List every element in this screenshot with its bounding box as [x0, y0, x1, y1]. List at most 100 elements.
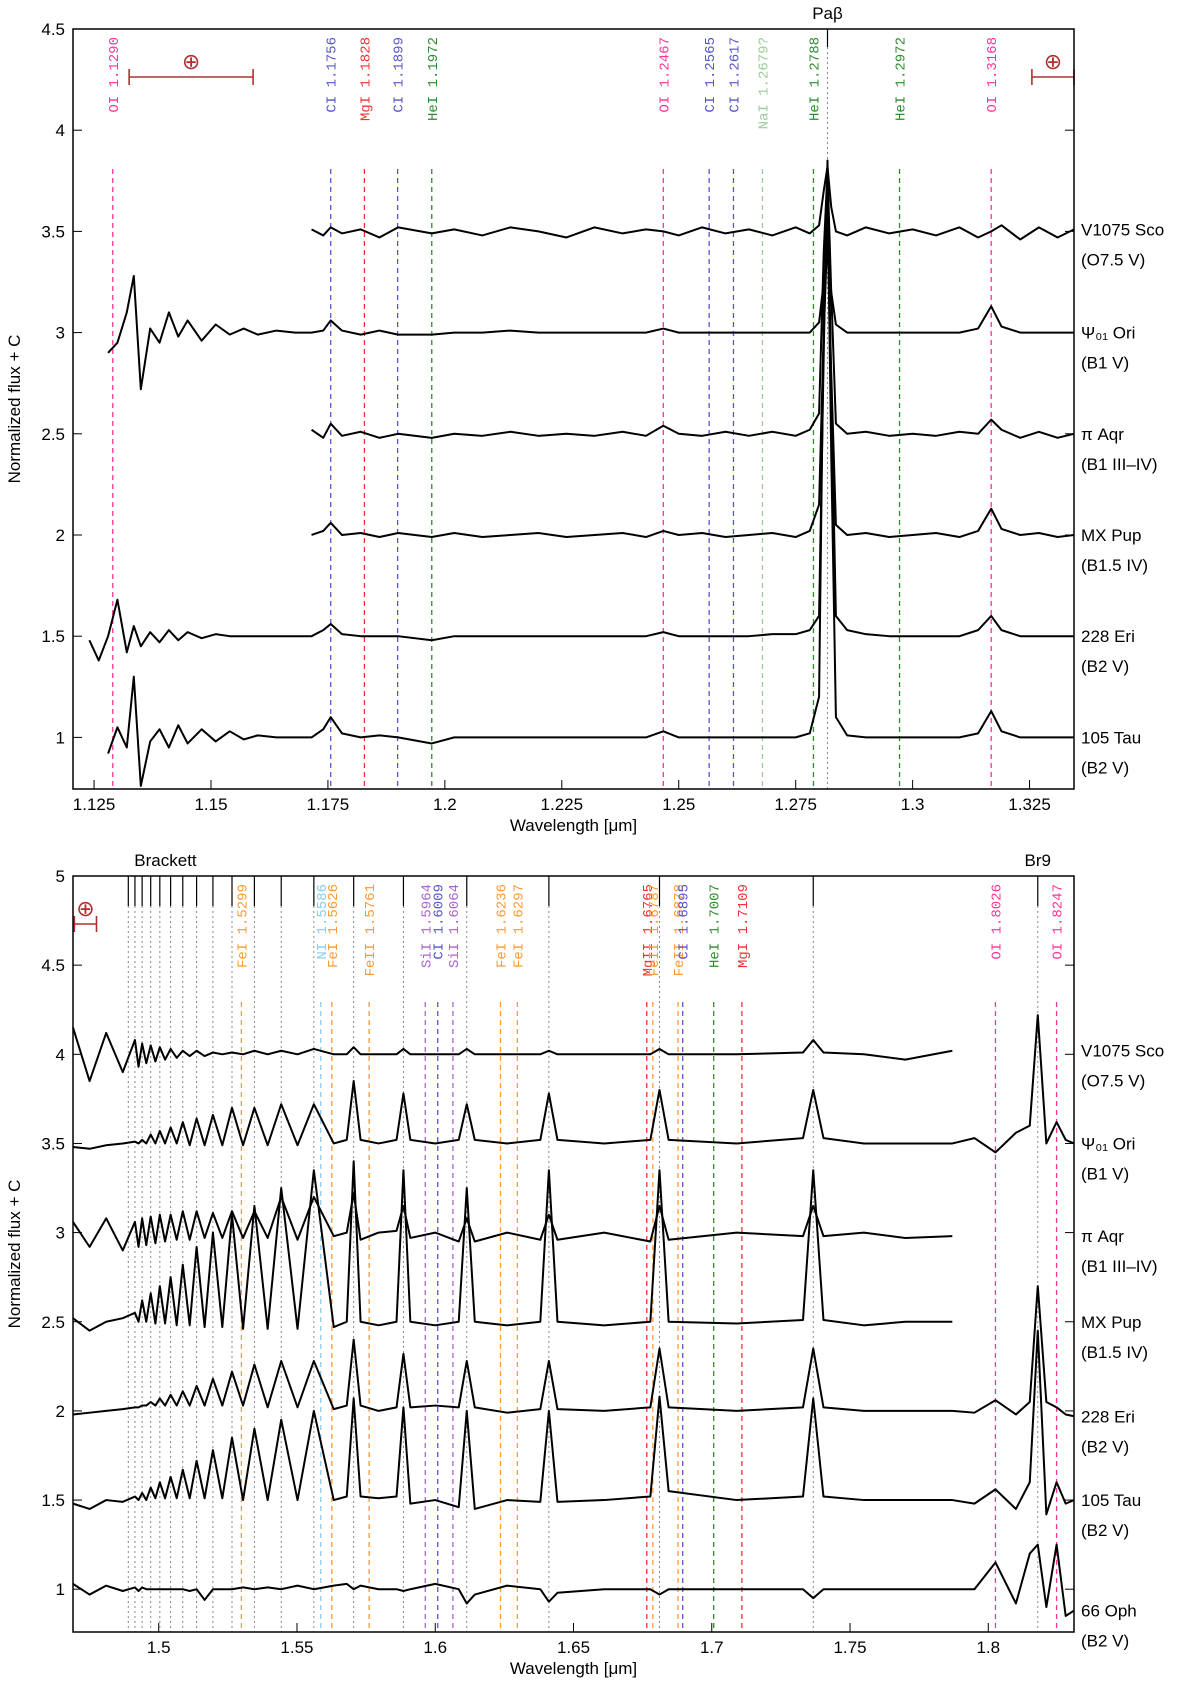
line-id-label: CI 1.2565 [703, 37, 719, 113]
y-tick-label: 5 [56, 867, 65, 886]
x-tick-label: 1.15 [194, 795, 227, 814]
telluric-symbol: ⊕ [1044, 49, 1062, 74]
series-name: Ψ₀₁ Ori [1081, 324, 1135, 343]
x-tick-label: 1.3 [901, 795, 925, 814]
line-id-label: CI 1.6009 [432, 884, 448, 960]
series-name: MX Pup [1081, 1313, 1141, 1332]
y-axis-label: Normalized flux + C [5, 335, 24, 484]
spectrum [72, 1160, 953, 1332]
series-sptype: (B1 V) [1081, 354, 1129, 373]
spectrum [72, 1027, 953, 1083]
plot-frame [72, 875, 1075, 1633]
spectrum [72, 1285, 1075, 1418]
y-axis-label: Normalized flux + C [5, 1180, 24, 1329]
x-tick-label: 1.225 [541, 795, 584, 814]
series-name: 228 Eri [1081, 1407, 1135, 1426]
line-id-label: NaI 1.2679? [756, 37, 772, 129]
y-tick-label: 3 [56, 324, 65, 343]
line-id-label: CI 1.1899 [392, 37, 408, 113]
y-tick-label: 1.5 [41, 627, 65, 646]
y-tick-label: 3.5 [41, 1134, 65, 1153]
telluric-symbol: ⊕ [76, 896, 94, 921]
x-tick-label: 1.325 [1008, 795, 1051, 814]
series-sptype: (B1 V) [1081, 1164, 1129, 1183]
x-tick-label: 1.65 [557, 1638, 590, 1657]
x-tick-label: 1.25 [662, 795, 695, 814]
line-id-label: HeI 1.2788 [807, 37, 823, 121]
x-tick-label: 1.275 [774, 795, 817, 814]
spectrum [107, 254, 1074, 391]
line-id-label: OI 1.1290 [107, 37, 123, 113]
line-id-label: NI 1.5586 [315, 884, 331, 960]
spectrum [72, 1543, 1075, 1617]
spectrum [311, 230, 1075, 539]
y-tick-label: 3 [56, 1224, 65, 1243]
x-tick-label: 1.7 [700, 1638, 724, 1657]
hydrogen-label: Brackett [134, 851, 197, 870]
plot-frame [72, 28, 1075, 790]
series-sptype: (B2 V) [1081, 1521, 1129, 1540]
line-id-label: MgI 1.1828 [358, 37, 374, 121]
line-id-label: FeI 1.5299 [235, 884, 251, 968]
line-id-label: FeI 1.6297 [511, 884, 527, 968]
spectrum [88, 159, 1074, 662]
line-id-label: MgI 1.7109 [736, 884, 752, 968]
y-tick-label: 2.5 [41, 1313, 65, 1332]
series-sptype: (B1.5 IV) [1081, 1343, 1148, 1362]
x-tick-label: 1.5 [147, 1638, 171, 1657]
series-sptype: (B2 V) [1081, 758, 1129, 777]
x-tick-label: 1.175 [307, 795, 350, 814]
line-id-label: FeI 1.6236 [494, 884, 510, 968]
x-tick-label: 1.125 [73, 795, 116, 814]
series-sptype: (B2 V) [1081, 657, 1129, 676]
y-tick-label: 1 [56, 1580, 65, 1599]
y-tick-label: 1 [56, 728, 65, 747]
spectrum [72, 1192, 953, 1252]
line-id-label: FeII 1.5761 [363, 884, 379, 976]
y-tick-label: 4 [56, 121, 65, 140]
series-name: V1075 Sco [1081, 220, 1164, 239]
series-name: 66 Oph [1081, 1602, 1137, 1621]
x-tick-label: 1.2 [433, 795, 457, 814]
hydrogen-label: Paβ [812, 4, 843, 23]
series-name: π Aqr [1081, 425, 1124, 444]
x-tick-label: 1.8 [976, 1638, 1000, 1657]
series-name: 228 Eri [1081, 627, 1135, 646]
spectrum [107, 189, 1074, 787]
line-id-label: OI 1.8247 [1051, 884, 1067, 960]
x-axis-label: Wavelength [μm] [510, 816, 637, 835]
line-id-label: CI 1.1756 [325, 37, 341, 113]
series-name: π Aqr [1081, 1227, 1124, 1246]
series-name: Ψ₀₁ Ori [1081, 1134, 1135, 1153]
y-tick-label: 4.5 [41, 956, 65, 975]
series-sptype: (B1 III–IV) [1081, 1257, 1158, 1276]
series-name: V1075 Sco [1081, 1042, 1164, 1061]
y-tick-label: 2 [56, 526, 65, 545]
spectrum [72, 1014, 1075, 1154]
telluric-symbol: ⊕ [182, 49, 200, 74]
y-tick-label: 4.5 [41, 20, 65, 39]
line-id-label: FeII 1.6787 [647, 884, 663, 976]
y-tick-label: 1.5 [41, 1491, 65, 1510]
y-tick-label: 2 [56, 1402, 65, 1421]
line-id-label: HeI 1.7007 [708, 884, 724, 968]
line-id-label: SiI 1.5964 [419, 884, 435, 968]
line-id-label: OI 1.8026 [989, 884, 1005, 960]
line-id-label: CI 1.6895 [677, 884, 693, 960]
line-id-label: CI 1.2617 [727, 37, 743, 113]
line-id-label: HeI 1.1972 [426, 37, 442, 121]
line-id-label: SiI 1.6064 [447, 884, 463, 968]
line-id-label: OI 1.2467 [657, 37, 673, 113]
hydrogen-label: Br9 [1025, 851, 1051, 870]
series-sptype: (B2 V) [1081, 1632, 1129, 1651]
x-axis-label: Wavelength [μm] [510, 1659, 637, 1678]
series-sptype: (B1.5 IV) [1081, 556, 1148, 575]
line-id-label: FeI 1.5626 [326, 884, 342, 968]
series-name: MX Pup [1081, 526, 1141, 545]
series-sptype: (O7.5 V) [1081, 250, 1145, 269]
line-id-label: FeII 1.6878 [672, 884, 688, 976]
x-tick-label: 1.75 [833, 1638, 866, 1657]
series-sptype: (B2 V) [1081, 1437, 1129, 1456]
spectrum [311, 165, 1075, 241]
